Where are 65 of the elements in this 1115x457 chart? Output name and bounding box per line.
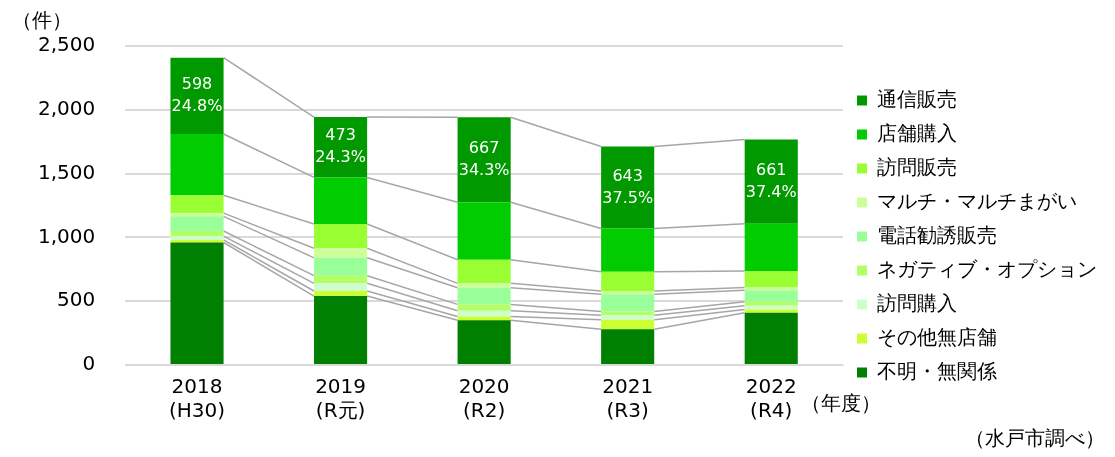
bar: [170, 231, 224, 237]
bar: [744, 309, 798, 313]
bar: [170, 195, 224, 214]
bar: [601, 290, 655, 295]
bar: [314, 177, 368, 224]
bar: [457, 304, 511, 311]
bar: [314, 296, 368, 364]
data-label: 667 34.3%: [458, 137, 510, 179]
bar: [601, 315, 655, 320]
bar: [457, 320, 511, 364]
legend-label: 通信販売: [877, 86, 957, 111]
bar: [601, 319, 655, 330]
bar: [601, 294, 655, 312]
bar: [314, 224, 368, 249]
bar: [744, 301, 798, 306]
x-axis-title: （年度）: [801, 391, 882, 416]
bar: [170, 134, 224, 196]
bar: [314, 283, 368, 291]
bar: [744, 290, 798, 302]
y-axis-title: （件）: [12, 8, 72, 33]
y-tick-label: 1,500: [37, 159, 96, 184]
y-tick-label: 500: [57, 287, 96, 312]
bar: [744, 223, 798, 271]
x-tick-label: 2018 (H30): [168, 374, 226, 423]
text: （水戸市調べ）: [965, 426, 1105, 451]
bar: [457, 117, 511, 203]
bar: [314, 290, 368, 297]
bar: [744, 312, 798, 364]
bar: [314, 248, 368, 258]
legend-label: 店舗購入: [877, 120, 957, 145]
bar: [457, 283, 511, 288]
x-tick-label: 2022 (R4): [745, 374, 797, 423]
bar: [744, 139, 798, 224]
legend-label: 訪問販売: [877, 154, 957, 179]
bar: [457, 287, 511, 305]
y-tick-label: 2,500: [37, 32, 96, 57]
bar: [170, 242, 224, 364]
y-tick-label: 2,000: [37, 96, 96, 120]
bar: [457, 310, 511, 317]
x-tick-label: 2021 (R3): [602, 374, 654, 423]
x-tick-label: 2019 (R元): [315, 374, 367, 423]
bar: [170, 213, 224, 217]
bar: [601, 228, 655, 272]
legend-label: 不明・無関係: [877, 358, 997, 383]
data-label: 643 37.5%: [602, 165, 654, 207]
bar: [601, 271, 655, 291]
legend-label: その他無店舗: [877, 324, 997, 349]
bar: [601, 311, 655, 316]
legend-label: ネガティブ・オプション: [877, 256, 1097, 281]
y-tick-label: 0: [82, 351, 96, 376]
legend-label: 電話勧誘販売: [877, 222, 997, 247]
bar: [314, 275, 368, 284]
data-label: 598 24.8%: [171, 74, 223, 116]
x-tick-label: 2020 (R2): [458, 374, 510, 423]
bar: [457, 202, 511, 260]
bar: [744, 270, 798, 288]
data-label: 661 37.4%: [745, 159, 797, 201]
bar: [601, 329, 655, 364]
y-tick-label: 1,000: [37, 223, 96, 248]
legend-label: 訪問購入: [877, 290, 957, 315]
bar: [170, 216, 224, 232]
bar: [314, 257, 368, 276]
data-label: 473 24.3%: [315, 125, 366, 167]
legend-label: マルチ・マルチまがい: [877, 188, 1077, 213]
bar: [457, 259, 511, 284]
